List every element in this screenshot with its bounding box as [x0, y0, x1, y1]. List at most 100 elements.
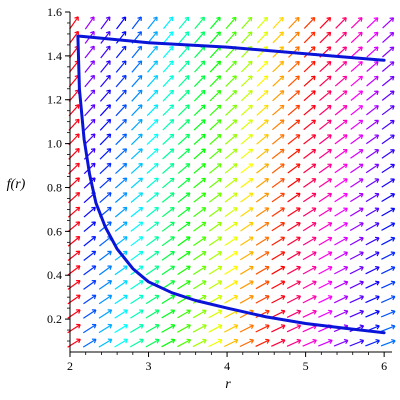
field-arrow — [271, 178, 285, 188]
field-arrow — [366, 90, 379, 101]
field-arrow — [161, 251, 175, 261]
field-arrow — [224, 338, 239, 348]
field-arrow — [194, 16, 205, 30]
field-arrow — [240, 134, 253, 145]
field-arrow — [334, 222, 348, 232]
field-arrow — [163, 16, 174, 30]
field-arrow — [365, 309, 380, 318]
field-arrow — [130, 177, 143, 189]
field-arrow — [381, 207, 396, 217]
field-arrow — [224, 177, 238, 189]
field-arrow — [303, 90, 316, 102]
field-arrow — [115, 118, 127, 131]
field-arrow — [178, 89, 190, 102]
y-tick-label: 0.8 — [47, 180, 62, 194]
field-arrow — [224, 265, 238, 275]
field-arrow — [256, 16, 268, 29]
field-arrow — [131, 75, 143, 88]
field-arrow — [131, 89, 143, 102]
field-arrow — [240, 148, 254, 160]
field-arrow — [380, 324, 396, 332]
field-arrow — [98, 280, 113, 290]
field-arrow — [287, 90, 300, 102]
field-arrow — [365, 149, 380, 159]
field-arrow — [318, 338, 333, 347]
field-arrow — [130, 294, 144, 305]
field-arrow — [287, 222, 301, 232]
field-arrow — [365, 222, 380, 232]
field-arrow — [303, 163, 317, 174]
field-arrow — [334, 75, 348, 87]
field-arrow — [319, 17, 332, 29]
field-arrow — [350, 46, 363, 58]
field-arrow — [100, 45, 111, 59]
field-arrow — [146, 177, 159, 189]
field-arrow — [350, 134, 364, 145]
field-arrow — [365, 266, 380, 275]
field-arrow — [256, 75, 269, 87]
field-arrow — [178, 75, 190, 88]
field-arrow — [145, 309, 160, 319]
field-arrow — [365, 251, 380, 260]
field-arrow — [271, 163, 285, 174]
field-arrow — [209, 31, 221, 44]
field-arrow — [302, 222, 317, 232]
field-arrow — [83, 265, 97, 276]
field-arrow — [318, 163, 332, 174]
field-arrow — [365, 280, 380, 289]
field-arrow — [83, 221, 96, 233]
field-arrow — [239, 265, 254, 275]
field-arrow — [84, 45, 95, 59]
x-tick-label: 6 — [381, 359, 387, 373]
field-arrow — [349, 280, 364, 289]
field-arrow — [381, 134, 395, 145]
field-arrow — [145, 294, 160, 305]
field-arrow — [146, 148, 159, 160]
field-arrow — [177, 251, 191, 261]
field-arrow — [334, 90, 348, 102]
field-arrow — [302, 295, 317, 304]
field-arrow — [287, 178, 301, 188]
field-arrow — [256, 119, 269, 131]
series-curve-1 — [77, 34, 386, 62]
field-arrow — [161, 221, 175, 232]
field-arrow — [318, 309, 333, 318]
field-arrow — [130, 206, 144, 218]
field-arrow — [130, 250, 144, 261]
field-arrow — [349, 251, 364, 260]
field-arrow — [162, 31, 174, 44]
field-arrow — [192, 265, 207, 276]
field-arrow — [224, 236, 238, 247]
field-arrow — [177, 192, 191, 203]
field-arrow — [209, 163, 222, 174]
field-arrow — [287, 104, 301, 116]
field-arrow — [349, 339, 365, 347]
field-arrow — [303, 134, 317, 145]
field-arrow — [130, 133, 143, 146]
field-arrow — [209, 148, 222, 160]
y-tick-label: 1.6 — [47, 5, 62, 19]
field-arrow — [162, 119, 175, 131]
field-arrow — [302, 192, 317, 203]
field-arrow — [161, 338, 176, 348]
field-arrow — [100, 16, 111, 30]
field-arrow — [271, 295, 286, 304]
field-arrow — [334, 178, 348, 188]
field-arrow — [381, 90, 395, 101]
field-arrow — [224, 163, 238, 174]
field-arrow — [303, 46, 316, 58]
field-arrow — [68, 118, 80, 131]
field-arrow — [83, 294, 97, 305]
field-arrow — [256, 148, 269, 160]
field-arrow — [318, 251, 333, 261]
field-arrow — [286, 324, 302, 333]
field-arrow — [381, 105, 395, 116]
field-arrow — [131, 45, 143, 59]
field-arrow — [381, 149, 395, 159]
field-arrow — [209, 89, 222, 102]
field-arrow — [83, 250, 97, 261]
field-arrow — [115, 45, 127, 59]
field-arrow — [84, 74, 95, 88]
field-arrow — [116, 16, 127, 30]
field-arrow — [129, 338, 144, 348]
